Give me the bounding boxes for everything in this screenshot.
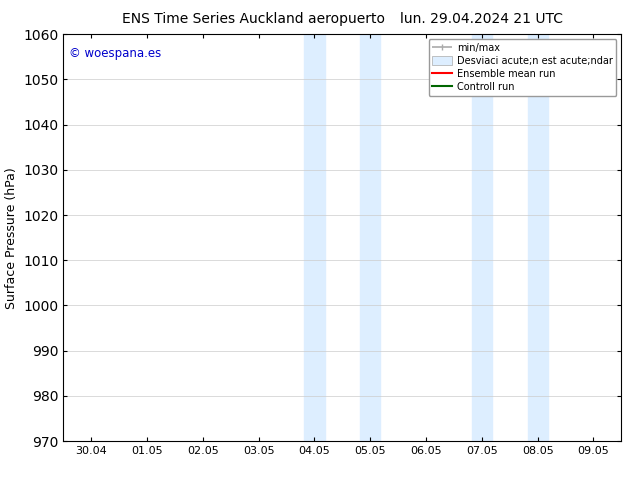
Bar xyxy=(304,34,325,441)
Bar xyxy=(472,34,492,441)
Text: © woespana.es: © woespana.es xyxy=(69,47,161,59)
Bar xyxy=(360,34,380,441)
Y-axis label: Surface Pressure (hPa): Surface Pressure (hPa) xyxy=(4,167,18,309)
Legend: min/max, Desviaci acute;n est acute;ndar, Ensemble mean run, Controll run: min/max, Desviaci acute;n est acute;ndar… xyxy=(429,39,616,96)
Bar xyxy=(527,34,548,441)
Text: lun. 29.04.2024 21 UTC: lun. 29.04.2024 21 UTC xyxy=(400,12,564,26)
Text: ENS Time Series Auckland aeropuerto: ENS Time Series Auckland aeropuerto xyxy=(122,12,385,26)
